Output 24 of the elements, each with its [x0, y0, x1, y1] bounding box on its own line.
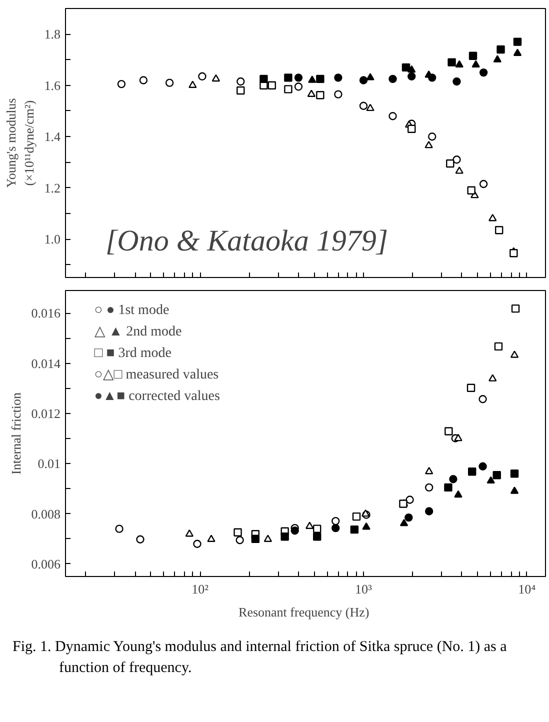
- y-tick-label: 0.008: [31, 506, 60, 522]
- y-tick-label: 0.014: [31, 356, 61, 371]
- y-tick-label: 1.8: [44, 26, 60, 42]
- y-tick-label: 1.0: [44, 232, 60, 247]
- y-tick-label: 1.6: [44, 78, 61, 93]
- annotation: ●▲■ corrected values: [94, 388, 220, 404]
- y-tick-label: 0.006: [31, 556, 61, 572]
- annotation: □ ■ 3rd mode: [94, 346, 172, 361]
- x-tick-label: 10⁴: [518, 582, 536, 596]
- y-tick-label: 0.01: [38, 456, 60, 472]
- x-tick-label: 10²: [192, 582, 209, 596]
- annotation: ○△□ measured values: [94, 367, 219, 382]
- annotation: ○ ● 1st mode: [94, 303, 170, 318]
- y-tick-label: 1.2: [44, 180, 60, 196]
- text: Fig. 1. Dynamic Young's modulus and internal friction of Sitka spruce (No. 1) as a function of frequency.: [12, 638, 508, 678]
- y-axis-title: Young's modulus (×10¹¹dyne/cm²): [3, 98, 36, 188]
- y-axis-title: Internal friction: [8, 392, 24, 474]
- annotation: [Ono & Kataoka 1979]: [106, 224, 388, 258]
- y-tick-label: 0.016: [31, 306, 61, 321]
- x-axis-title: Resonant frequency (Hz): [238, 604, 370, 620]
- y-tick-label: 0.012: [31, 406, 60, 421]
- y-tick-label: 1.4: [44, 129, 61, 144]
- annotation: △ ▲ 2nd mode: [94, 324, 182, 340]
- x-tick-label: 10³: [355, 582, 372, 596]
